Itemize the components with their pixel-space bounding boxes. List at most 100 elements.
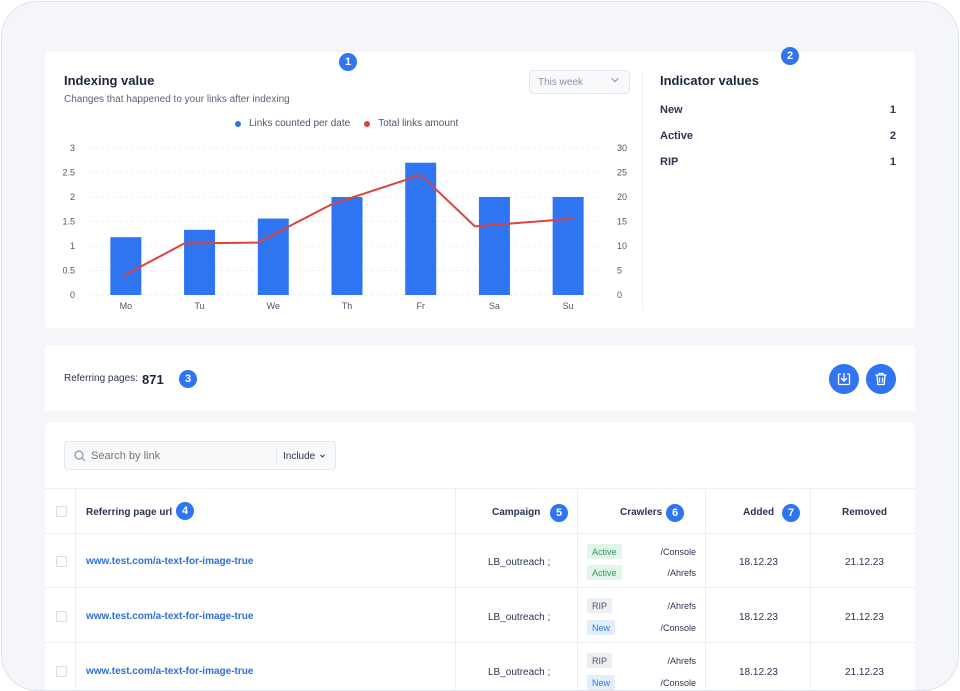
legend-item-links-counted[interactable]: Links counted per date [235, 118, 350, 129]
x-tick-label: Su [563, 301, 574, 311]
indicator-label: RIP [660, 156, 679, 168]
legend-item-total-links[interactable]: Total links amount [364, 118, 458, 129]
annotation-badge-6: 6 [666, 504, 684, 522]
added-date: 18.12.23 [739, 612, 778, 623]
x-tick-label: Sa [489, 301, 500, 311]
table-row[interactable]: www.test.com/a-text-for-image-true LB_ou… [45, 534, 915, 588]
crawler-status-badge: RIP [587, 653, 613, 668]
added-date: 18.12.23 [739, 557, 778, 568]
chevron-down-icon [320, 454, 325, 458]
y-left-tick-label: 2 [70, 192, 75, 202]
referring-pages-count: 871 [142, 372, 164, 387]
y-left-tick-label: 0 [70, 290, 75, 300]
column-header-crawlers[interactable]: Crawlers [620, 507, 663, 518]
row-checkbox[interactable] [56, 666, 67, 677]
campaign-cell: LB_outreach ; [488, 667, 551, 678]
annotation-badge-4: 4 [176, 502, 194, 520]
indicator-value: 1 [889, 104, 896, 116]
crawler-status-badge: New [587, 620, 616, 635]
crawler-name: /Ahrefs [667, 568, 696, 578]
annotation-badge-7: 7 [782, 504, 800, 522]
column-divider [455, 488, 456, 690]
crawler-name: /Ahrefs [667, 601, 696, 611]
legend-label: Total links amount [378, 118, 459, 129]
search-input[interactable] [91, 447, 271, 465]
y-left-tick-label: 3 [70, 143, 75, 153]
table-row[interactable]: www.test.com/a-text-for-image-true LB_ou… [45, 644, 915, 690]
campaign-cell: LB_outreach ; [488, 612, 551, 623]
x-tick-label: We [267, 301, 280, 311]
removed-date: 21.12.23 [845, 612, 884, 623]
download-icon [837, 373, 851, 386]
download-button[interactable] [829, 364, 859, 394]
chart-bar [110, 237, 142, 295]
column-header-removed[interactable]: Removed [842, 507, 888, 518]
chart-bar [552, 197, 584, 295]
campaign-cell: LB_outreach ; [488, 557, 551, 568]
annotation-badge-3: 3 [179, 370, 197, 388]
annotation-badge-5: 5 [550, 504, 568, 522]
chart-bar [331, 197, 363, 295]
y-right-tick-label: 20 [617, 192, 627, 202]
crawler-name: /Ahrefs [667, 656, 696, 666]
y-right-tick-label: 10 [617, 241, 627, 251]
referring-pages-table-card: Include Referring page url 4 Campaign 5 … [45, 422, 915, 690]
table-row[interactable]: www.test.com/a-text-for-image-true LB_ou… [45, 589, 915, 643]
delete-button[interactable] [866, 364, 896, 394]
crawler-status-badge: New [587, 675, 616, 690]
chart-bar [405, 162, 437, 295]
indicator-label: New [660, 104, 683, 116]
x-tick-label: Mo [120, 301, 133, 311]
crawler-status-badge: RIP [587, 598, 613, 613]
y-right-tick-label: 30 [617, 143, 627, 153]
legend-dot-icon [235, 120, 241, 127]
chart-subtitle: Changes that happened to your links afte… [64, 94, 290, 105]
added-date: 18.12.23 [739, 667, 778, 678]
column-divider [75, 488, 76, 690]
search-bar: Include [64, 441, 336, 470]
indexing-chart-card: Indexing value Changes that happened to … [45, 47, 915, 328]
chart-legend: Links counted per date Total links amoun… [235, 118, 458, 129]
indicator-row-active: Active 2 [660, 130, 896, 142]
y-right-tick-label: 25 [617, 168, 627, 178]
annotation-badge-2: 2 [781, 47, 799, 65]
search-divider [276, 448, 277, 464]
period-select-value: This week [538, 77, 584, 88]
column-header-added[interactable]: Added [743, 507, 775, 518]
period-select[interactable]: This week [529, 70, 630, 94]
table-header: Referring page url 4 Campaign 5 Crawlers… [45, 488, 915, 534]
removed-date: 21.12.23 [845, 667, 884, 678]
y-right-tick-label: 0 [617, 290, 622, 300]
section-divider [642, 70, 643, 310]
row-checkbox[interactable] [56, 611, 67, 622]
referring-url-link[interactable]: www.test.com/a-text-for-image-true [86, 556, 254, 567]
indicator-value: 2 [889, 130, 896, 142]
annotation-badge-1: 1 [339, 53, 357, 71]
column-divider [810, 488, 811, 690]
crawler-name: /Console [660, 623, 696, 633]
referring-url-link[interactable]: www.test.com/a-text-for-image-true [86, 611, 254, 622]
indicator-row-rip: RIP 1 [660, 156, 896, 168]
removed-date: 21.12.23 [845, 557, 884, 568]
trash-icon [875, 372, 887, 386]
column-header-url[interactable]: Referring page url [86, 507, 173, 518]
referring-url-link[interactable]: www.test.com/a-text-for-image-true [86, 666, 254, 677]
y-left-tick-label: 1 [70, 241, 75, 251]
indicator-row-new: New 1 [660, 104, 896, 116]
column-header-campaign[interactable]: Campaign [492, 507, 541, 518]
chart-bar [478, 197, 510, 295]
referring-pages-card: Referring pages: 871 3 [45, 345, 915, 411]
legend-dot-icon [364, 120, 371, 127]
chart-bar [257, 218, 289, 295]
column-divider [577, 488, 578, 690]
y-left-tick-label: 0.5 [62, 266, 75, 276]
include-filter-select[interactable]: Include [283, 451, 316, 462]
chevron-down-icon [611, 78, 619, 83]
row-checkbox[interactable] [56, 556, 67, 567]
chart-bar [184, 229, 216, 295]
crawler-status-badge: Active [587, 544, 622, 559]
x-tick-label: Th [342, 301, 353, 311]
select-all-checkbox[interactable] [56, 506, 67, 517]
